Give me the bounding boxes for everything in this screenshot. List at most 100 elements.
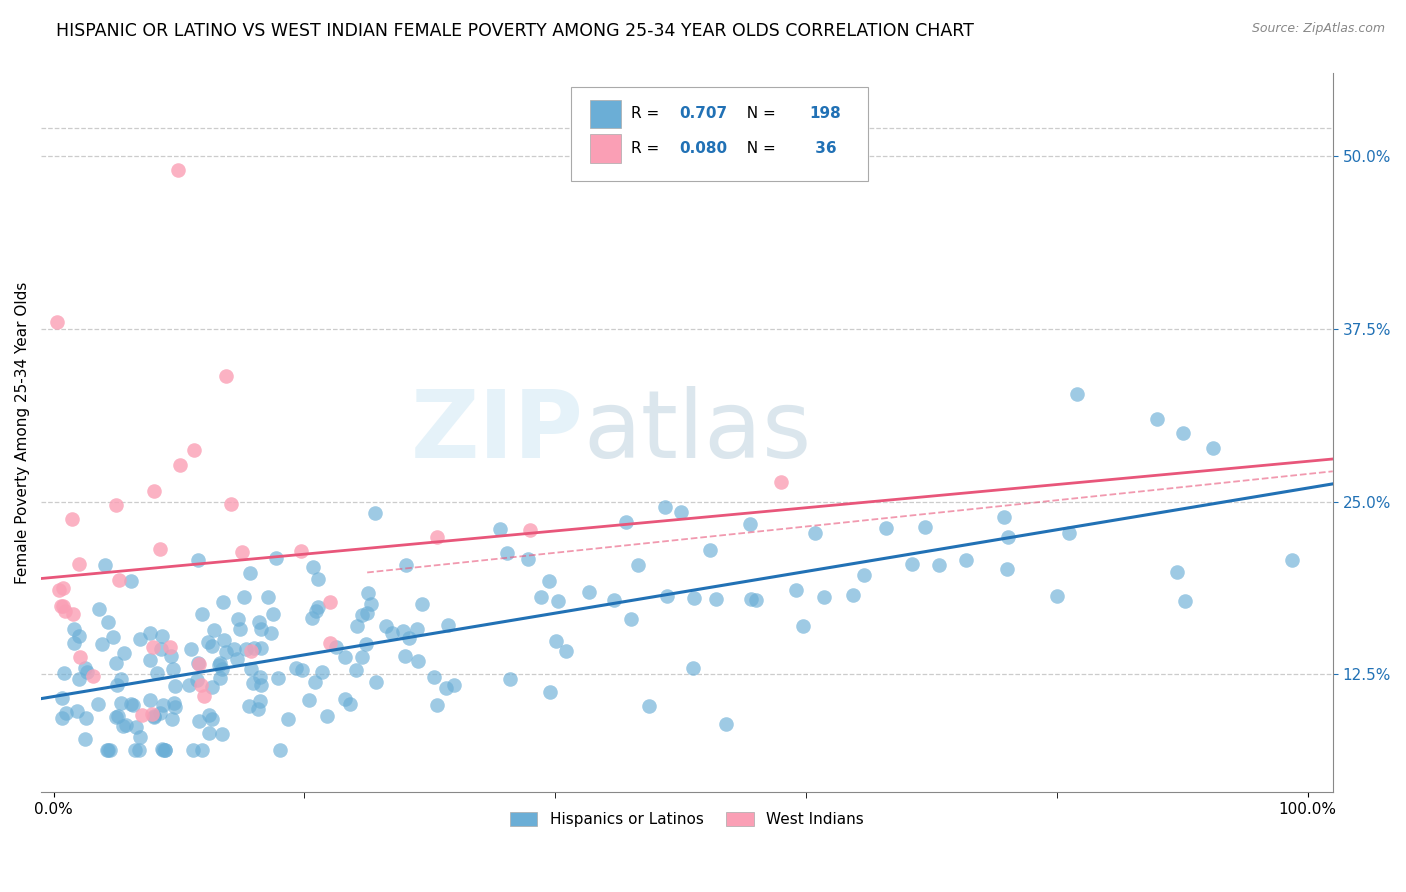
Point: [264, 551, 287, 566]
Point: [128, 743, 150, 757]
Point: [112, 646, 135, 660]
Point: [73, 661, 96, 675]
Point: [316, 709, 339, 723]
Point: [124, 720, 146, 734]
Point: [249, 694, 271, 708]
Point: [149, 706, 172, 720]
Point: [139, 693, 162, 707]
Point: [529, 591, 551, 605]
Point: [654, 500, 676, 514]
Point: [335, 692, 357, 706]
Point: [311, 665, 333, 679]
Point: [162, 712, 184, 726]
Point: [354, 637, 377, 651]
Text: N =: N =: [737, 141, 780, 156]
Point: [875, 521, 897, 535]
Point: [239, 643, 262, 657]
Point: [208, 658, 231, 673]
Point: [426, 530, 449, 544]
Point: [302, 560, 325, 574]
Text: 198: 198: [810, 106, 841, 121]
Point: [233, 590, 256, 604]
Point: [554, 644, 576, 658]
Point: [304, 675, 326, 690]
Point: [547, 594, 569, 608]
Point: [67, 672, 90, 686]
Point: [149, 541, 172, 556]
Point: [152, 743, 174, 757]
Point: [98, 743, 121, 757]
Point: [900, 557, 922, 571]
Point: [240, 662, 263, 676]
Point: [740, 591, 762, 606]
Point: [122, 698, 145, 712]
Point: [191, 743, 214, 757]
Point: [51, 711, 73, 725]
Point: [269, 743, 291, 757]
Point: [291, 663, 314, 677]
Point: [167, 162, 190, 177]
Point: [181, 743, 204, 757]
Point: [201, 640, 224, 654]
Point: [62, 607, 84, 621]
Point: [214, 368, 236, 383]
Point: [45, 315, 67, 329]
Point: [55, 706, 77, 720]
Point: [352, 607, 374, 622]
Point: [262, 607, 284, 621]
Point: [993, 510, 1015, 524]
Point: [250, 640, 273, 655]
Point: [152, 698, 174, 713]
Point: [49, 599, 72, 613]
Point: [62, 636, 84, 650]
Point: [76, 665, 98, 679]
Point: [242, 676, 264, 690]
Point: [366, 675, 388, 690]
Point: [1202, 441, 1225, 455]
Point: [201, 680, 224, 694]
Text: N =: N =: [737, 106, 780, 121]
Point: [360, 597, 382, 611]
Point: [319, 595, 342, 609]
Point: [391, 624, 413, 638]
Point: [131, 708, 153, 723]
Point: [53, 605, 76, 619]
Point: [97, 615, 120, 630]
Point: [183, 442, 205, 457]
Text: 36: 36: [810, 141, 837, 156]
Point: [499, 672, 522, 686]
Point: [94, 558, 117, 572]
Point: [150, 741, 173, 756]
Point: [231, 545, 253, 559]
Point: [853, 568, 876, 582]
Point: [128, 632, 150, 646]
Point: [208, 672, 231, 686]
Point: [443, 678, 465, 692]
Point: [928, 558, 950, 573]
Point: [120, 697, 142, 711]
Point: [143, 709, 166, 723]
Point: [215, 644, 238, 658]
Point: [187, 553, 209, 567]
Point: [159, 649, 181, 664]
Point: [335, 650, 357, 665]
Point: [398, 632, 420, 646]
Point: [517, 552, 540, 566]
Text: R =: R =: [631, 141, 665, 156]
FancyBboxPatch shape: [571, 87, 868, 181]
Point: [578, 585, 600, 599]
Point: [537, 574, 560, 588]
Point: [226, 651, 249, 665]
Point: [152, 628, 174, 642]
Point: [198, 726, 221, 740]
Point: [1171, 425, 1194, 440]
Point: [120, 574, 142, 589]
Point: [1057, 526, 1080, 541]
Point: [394, 648, 416, 663]
Point: [219, 497, 242, 511]
Point: [67, 557, 90, 571]
Point: [143, 710, 166, 724]
Point: [60, 512, 83, 526]
Point: [301, 610, 323, 624]
Text: atlas: atlas: [583, 386, 811, 478]
